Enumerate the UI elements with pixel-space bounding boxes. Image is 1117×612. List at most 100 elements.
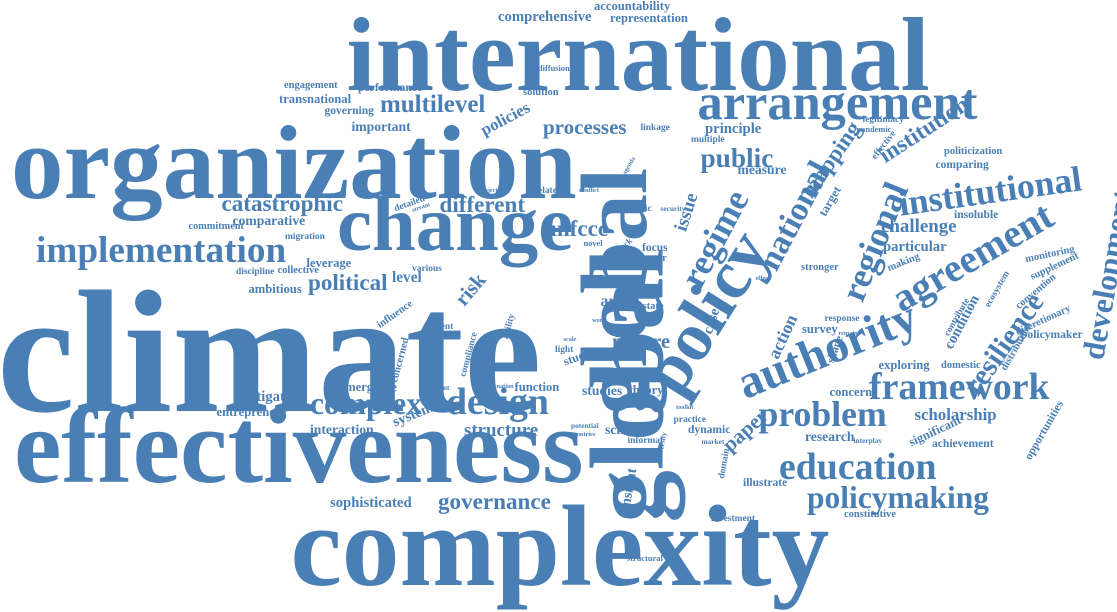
word: pandemic [856,125,892,134]
word: policymaking [807,480,990,515]
word: studies [582,382,623,398]
word: illustrate [743,476,788,489]
word: processes [543,114,627,139]
word: practice [673,415,707,425]
word: conflict [579,187,599,194]
word: measure [737,161,787,177]
word: stronger [801,261,839,273]
word: constitutive [844,508,896,520]
word: potential [571,421,599,430]
word: remain [838,330,858,337]
word: countries [570,431,596,438]
word: state [642,300,664,312]
word: toolkit [676,404,694,411]
word: structural [627,554,663,563]
word: domain [716,447,733,480]
word: engagement [284,79,338,91]
word: political [308,268,388,295]
word: comparing [935,158,989,171]
word: scale [563,336,577,343]
word: market [701,437,725,446]
word: performance [358,81,423,94]
word: response [824,314,860,324]
word: solution [523,86,559,98]
word: framework [869,366,1050,408]
word: representation [610,10,688,25]
word: multilevel [380,90,486,118]
word: dynamic [688,423,731,436]
word: policymaker [1021,328,1083,341]
word: complexity [290,482,830,610]
word: informal [627,436,663,446]
word: complex [310,386,422,421]
word: implementation [36,229,287,271]
word: exploring [878,357,930,372]
word: sophisticated [330,494,412,511]
word: actor [643,252,667,264]
word: politic [626,204,652,214]
word: education [779,446,937,488]
word: problem [758,394,887,434]
word: nature [612,330,671,353]
word: unfccc [544,214,609,241]
word: focus [642,241,668,254]
word: organization [11,103,577,221]
word: entrepreneur [216,404,288,419]
word: legitimacy [862,115,904,125]
word: work [592,317,606,324]
word: area [600,292,630,310]
word: interplay [853,436,883,445]
word: various [412,264,442,274]
word: international [346,0,930,113]
word: mitigation [240,388,305,405]
word: arrangement [697,74,978,130]
word: development [1074,187,1117,363]
word: governing [324,104,374,117]
word: level [392,268,422,286]
word: catastrophic [221,189,343,216]
word: current [423,322,454,332]
word: achievement [932,437,994,450]
word: review [590,377,608,384]
word: change [337,181,574,268]
word: account [425,383,450,392]
word: related [534,186,563,196]
word: emergence [339,379,397,394]
word: project [478,187,498,194]
word: ecosystem [983,269,1012,310]
word: leverage [306,255,352,270]
word: comparative [232,212,306,228]
word: linkage [640,123,670,133]
word: novel [583,239,603,248]
word: migration [285,232,325,242]
word: light [555,344,574,355]
word: different [439,190,526,217]
word: effect [755,275,771,282]
word: nation [496,383,514,390]
word: function [514,379,560,394]
word: challenge [881,215,957,237]
word: discipline [236,267,275,277]
word: climate [0,254,542,449]
word: insoluble [954,208,999,221]
word: investment [711,514,756,524]
word: domestic [941,359,981,371]
word: effectiveness [14,388,584,506]
word: multiple [691,135,725,145]
word: design [446,381,549,423]
word: comprehensive [498,8,592,25]
word: commitment [188,221,244,232]
word: research [805,428,855,444]
word: diffusion [538,64,570,73]
word: collective [277,264,319,276]
word: scholarship [914,404,997,424]
word: governance [438,487,551,514]
word: politicization [944,145,1003,157]
word: particular [883,238,947,255]
word: survey [802,321,838,336]
word: scholar [605,421,648,437]
word: public [700,142,774,173]
word: theory [628,382,664,397]
word: ambitious [248,281,302,296]
